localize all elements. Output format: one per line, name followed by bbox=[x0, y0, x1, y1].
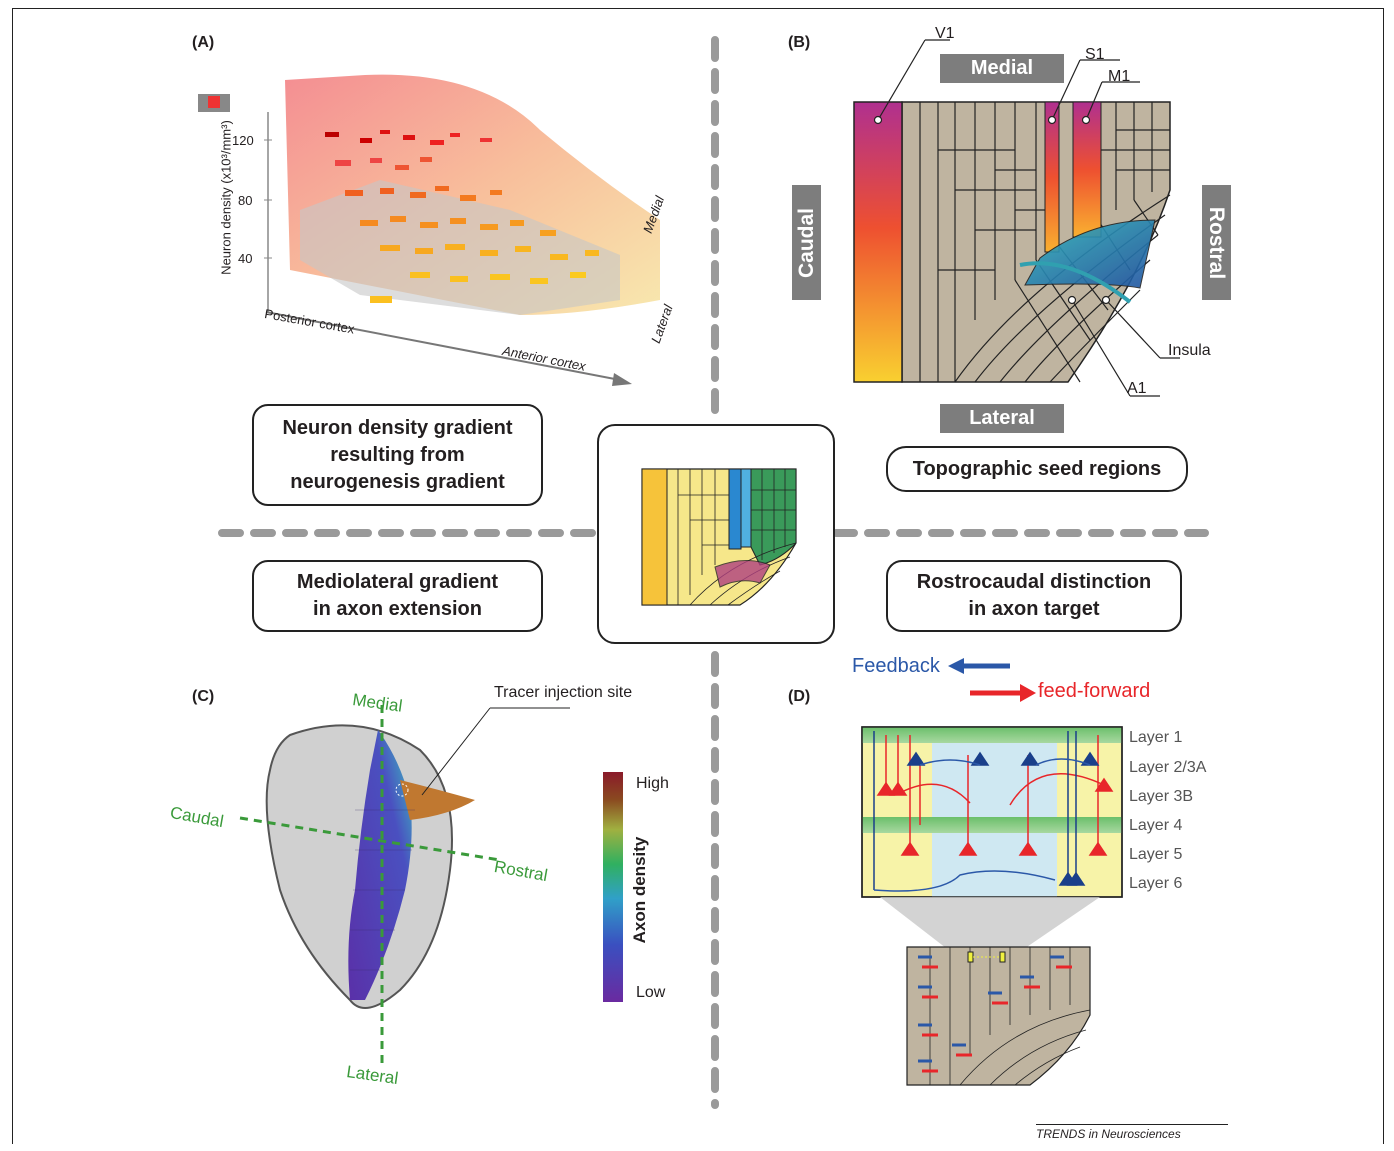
panel-d-layer-diagram bbox=[861, 726, 1123, 1086]
layer-5-label: Layer 5 bbox=[1129, 846, 1183, 863]
panel-a-label: (A) bbox=[192, 34, 215, 51]
feedforward-label: feed-forward bbox=[1038, 680, 1151, 702]
feedforward-arrow-icon bbox=[970, 684, 1036, 702]
topographic-seed-box: Topographic seed regions bbox=[886, 446, 1188, 492]
v1-label: V1 bbox=[935, 25, 955, 42]
layer-2-3a-label: Layer 2/3A bbox=[1129, 759, 1207, 776]
layer-6-label: Layer 6 bbox=[1129, 875, 1183, 892]
colorbar-high: High bbox=[636, 775, 669, 792]
feedback-label: Feedback bbox=[852, 655, 940, 677]
rostral-tag: Rostral bbox=[1202, 185, 1231, 300]
center-cortex-map bbox=[641, 468, 797, 606]
panel-b-label: (B) bbox=[788, 34, 811, 51]
panel-b-cortex-map bbox=[853, 39, 1180, 397]
rostrocaudal-box: Rostrocaudal distinction in axon target bbox=[886, 560, 1182, 632]
journal-footer: TRENDS in Neurosciences bbox=[1036, 1124, 1228, 1141]
medial-tag: Medial bbox=[940, 54, 1064, 83]
colorbar-title: Axon density bbox=[630, 836, 649, 944]
axon-density-colorbar bbox=[603, 772, 623, 1002]
density-bars bbox=[325, 130, 599, 303]
panel-a-density-plot bbox=[198, 74, 660, 386]
insula-label: Insula bbox=[1168, 342, 1211, 359]
neuron-density-box: Neuron density gradient resulting from n… bbox=[252, 404, 543, 506]
tick-40: 40 bbox=[238, 251, 253, 266]
panel-a-y-axis-label: Neuron density (x10³/mm³) bbox=[218, 120, 234, 275]
tick-120: 120 bbox=[232, 133, 254, 148]
layer-4-label: Layer 4 bbox=[1129, 817, 1183, 834]
panel-c-label: (C) bbox=[192, 688, 215, 705]
colorbar-low: Low bbox=[636, 984, 666, 1001]
feedback-arrow-icon bbox=[948, 658, 1010, 674]
s1-label: S1 bbox=[1085, 46, 1105, 63]
a1-label: A1 bbox=[1127, 380, 1147, 397]
tick-80: 80 bbox=[238, 193, 253, 208]
layer-3b-label: Layer 3B bbox=[1129, 788, 1194, 805]
panel-d-label: (D) bbox=[788, 688, 811, 705]
m1-label: M1 bbox=[1108, 68, 1131, 85]
tracer-injection-label: Tracer injection site bbox=[494, 684, 633, 701]
mediolateral-box: Mediolateral gradient in axon extension bbox=[252, 560, 543, 632]
panel-c-brain-model bbox=[239, 705, 570, 1065]
caudal-tag: Caudal bbox=[792, 185, 821, 300]
lateral-tag: Lateral bbox=[940, 404, 1064, 433]
figure-frame bbox=[12, 8, 1384, 1144]
layer-1-label: Layer 1 bbox=[1129, 729, 1183, 746]
